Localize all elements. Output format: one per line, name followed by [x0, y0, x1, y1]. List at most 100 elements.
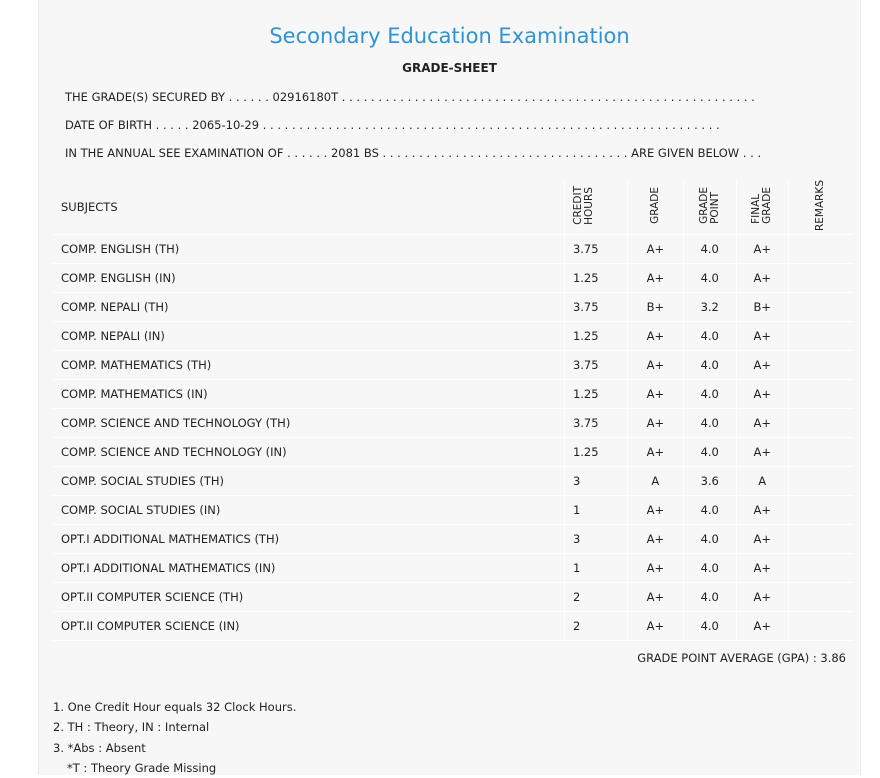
table-row: COMP. ENGLISH (IN) 1.25 A+ 4.0 A+	[53, 263, 853, 294]
grade-cell: A+	[627, 408, 684, 439]
grade-cell: B+	[627, 292, 684, 323]
header-credit-hours: CREDIT HOURS	[564, 180, 628, 236]
remarks-cell	[788, 321, 853, 352]
subject-cell: COMP. NEPALI (IN)	[53, 321, 565, 352]
final-grade-cell: A	[736, 466, 789, 497]
remarks-cell	[788, 379, 853, 410]
dob-label: DATE OF BIRTH . . . . .	[65, 118, 189, 132]
grade-cell: A+	[627, 611, 684, 642]
remarks-cell	[788, 263, 853, 294]
credit-hours-cell: 2	[564, 611, 628, 642]
remarks-cell	[788, 582, 853, 613]
header-remarks: REMARKS	[788, 180, 853, 236]
dob-line: DATE OF BIRTH . . . . . 2065-10-29 . . .…	[65, 118, 720, 132]
symbol-number: 02916180T	[272, 90, 339, 104]
secured-by-line: THE GRADE(S) SECURED BY . . . . . . 0291…	[65, 90, 755, 104]
table-row: COMP. SCIENCE AND TECHNOLOGY (IN) 1.25 A…	[53, 437, 853, 468]
subject-cell: COMP. SCIENCE AND TECHNOLOGY (TH)	[53, 408, 565, 439]
table-row: COMP. SCIENCE AND TECHNOLOGY (TH) 3.75 A…	[53, 408, 853, 439]
grades-table: SUBJECTS CREDIT HOURS GRADE GRADE POINT …	[53, 180, 853, 642]
gpa-line: GRADE POINT AVERAGE (GPA) : 3.86	[637, 651, 846, 665]
credit-hours-cell: 2	[564, 582, 628, 613]
dob-value: 2065-10-29	[192, 118, 260, 132]
subject-cell: COMP. MATHEMATICS (IN)	[53, 379, 565, 410]
credit-hours-cell: 3	[564, 524, 628, 555]
table-row: COMP. NEPALI (TH) 3.75 B+ 3.2 B+	[53, 292, 853, 323]
table-row: COMP. MATHEMATICS (TH) 3.75 A+ 4.0 A+	[53, 350, 853, 381]
subject-cell: OPT.II COMPUTER SCIENCE (TH)	[53, 582, 565, 613]
notes-list: 1. One Credit Hour equals 32 Clock Hours…	[53, 697, 296, 778]
grade-sheet-subtitle: GRADE-SHEET	[402, 61, 497, 75]
grade-point-cell: 4.0	[683, 524, 737, 555]
remarks-cell	[788, 437, 853, 468]
table-row: OPT.II COMPUTER SCIENCE (TH) 2 A+ 4.0 A+	[53, 582, 853, 613]
credit-hours-cell: 1	[564, 553, 628, 584]
grade-point-cell: 4.0	[683, 582, 737, 613]
remarks-cell	[788, 292, 853, 323]
note-item: 1. One Credit Hour equals 32 Clock Hours…	[53, 700, 297, 714]
table-row: COMP. ENGLISH (TH) 3.75 A+ 4.0 A+	[53, 234, 853, 265]
credit-hours-cell: 3	[564, 466, 628, 497]
exam-year: 2081 BS	[330, 146, 379, 160]
grade-cell: A+	[627, 321, 684, 352]
secured-by-dots: . . . . . . . . . . . . . . . . . . . . …	[341, 90, 755, 104]
subject-cell: OPT.I ADDITIONAL MATHEMATICS (IN)	[53, 553, 565, 584]
header-grade: GRADE	[627, 180, 684, 236]
grade-point-cell: 4.0	[683, 553, 737, 584]
subject-cell: OPT.I ADDITIONAL MATHEMATICS (TH)	[53, 524, 565, 555]
grade-sheet: Secondary Education Examination GRADE-SH…	[38, 0, 861, 775]
table-row: COMP. NEPALI (IN) 1.25 A+ 4.0 A+	[53, 321, 853, 352]
credit-hours-cell: 1	[564, 495, 628, 526]
grade-point-cell: 4.0	[683, 437, 737, 468]
exam-suffix: ARE GIVEN BELOW . . .	[631, 146, 762, 160]
grade-point-cell: 4.0	[683, 611, 737, 642]
final-grade-cell: A+	[736, 408, 789, 439]
table-row: COMP. SOCIAL STUDIES (IN) 1 A+ 4.0 A+	[53, 495, 853, 526]
header-final-grade: FINAL GRADE	[736, 180, 789, 236]
dob-dots: . . . . . . . . . . . . . . . . . . . . …	[262, 118, 720, 132]
grade-point-cell: 4.0	[683, 321, 737, 352]
final-grade-cell: A+	[736, 234, 789, 265]
subject-cell: COMP. SOCIAL STUDIES (IN)	[53, 495, 565, 526]
credit-hours-cell: 1.25	[564, 263, 628, 294]
final-grade-cell: A+	[736, 379, 789, 410]
final-grade-cell: A+	[736, 495, 789, 526]
grade-cell: A+	[627, 582, 684, 613]
credit-hours-cell: 3.75	[564, 408, 628, 439]
subject-cell: COMP. NEPALI (TH)	[53, 292, 565, 323]
grade-point-cell: 4.0	[683, 350, 737, 381]
final-grade-cell: B+	[736, 292, 789, 323]
subject-cell: OPT.II COMPUTER SCIENCE (IN)	[53, 611, 565, 642]
grade-point-cell: 4.0	[683, 263, 737, 294]
subject-cell: COMP. SOCIAL STUDIES (TH)	[53, 466, 565, 497]
credit-hours-cell: 1.25	[564, 379, 628, 410]
table-row: OPT.I ADDITIONAL MATHEMATICS (TH) 3 A+ 4…	[53, 524, 853, 555]
credit-hours-cell: 1.25	[564, 437, 628, 468]
credit-hours-cell: 3.75	[564, 234, 628, 265]
table-row: COMP. SOCIAL STUDIES (TH) 3 A 3.6 A	[53, 466, 853, 497]
final-grade-cell: A+	[736, 524, 789, 555]
grade-point-cell: 4.0	[683, 408, 737, 439]
credit-hours-cell: 1.25	[564, 321, 628, 352]
final-grade-cell: A+	[736, 263, 789, 294]
exam-line: IN THE ANNUAL SEE EXAMINATION OF . . . .…	[65, 146, 761, 160]
note-item: *T : Theory Grade Missing	[67, 760, 217, 775]
grade-cell: A+	[627, 350, 684, 381]
note-item: 3. *Abs : Absent	[53, 740, 146, 755]
exam-dots: . . . . . . . . . . . . . . . . . . . . …	[382, 146, 628, 160]
remarks-cell	[788, 466, 853, 497]
table-row: COMP. MATHEMATICS (IN) 1.25 A+ 4.0 A+	[53, 379, 853, 410]
remarks-cell	[788, 350, 853, 381]
table-header-row: SUBJECTS CREDIT HOURS GRADE GRADE POINT …	[53, 180, 853, 236]
remarks-cell	[788, 495, 853, 526]
final-grade-cell: A+	[736, 553, 789, 584]
exam-label: IN THE ANNUAL SEE EXAMINATION OF . . . .…	[65, 146, 328, 160]
remarks-cell	[788, 524, 853, 555]
grade-point-cell: 4.0	[683, 495, 737, 526]
gpa-value: 3.86	[820, 651, 846, 665]
grade-cell: A+	[627, 437, 684, 468]
remarks-cell	[788, 234, 853, 265]
remarks-cell	[788, 611, 853, 642]
credit-hours-cell: 3.75	[564, 292, 628, 323]
grade-point-cell: 3.2	[683, 292, 737, 323]
